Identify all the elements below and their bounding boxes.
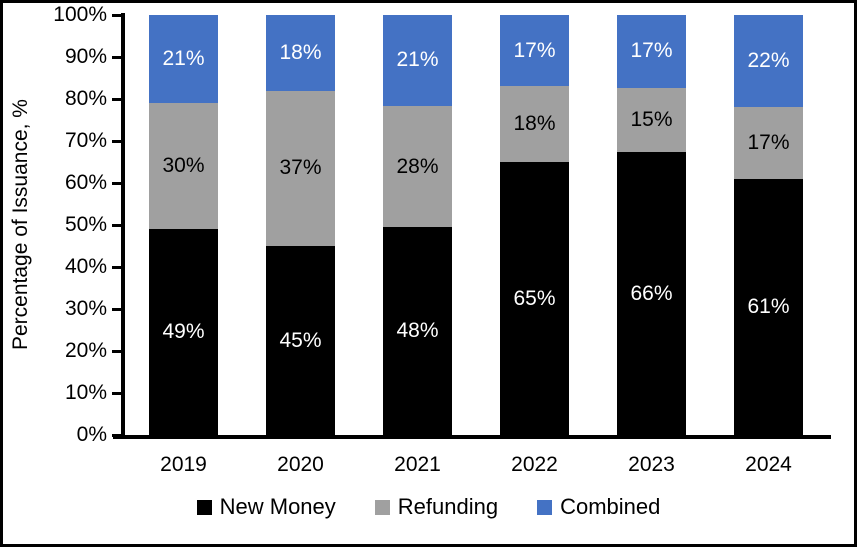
bar-2023: 17% 15% 66% [617,15,686,435]
bar-2022: 17% 18% 65% [500,15,569,435]
segment-combined: 21% [149,15,218,104]
data-label: 22% [747,49,790,73]
segment-refunding: 28% [383,105,452,228]
y-tick-mark [112,307,121,311]
x-tick-label-2021: 2021 [394,453,441,476]
y-tick-label: 40% [64,255,107,278]
y-tick-mark [112,265,121,269]
data-label: 28% [396,154,439,178]
segment-refunding: 18% [500,86,569,162]
y-tick-label: 10% [64,381,107,404]
data-label: 21% [162,47,205,71]
segment-combined: 17% [500,15,569,87]
x-tick-label-2024: 2024 [745,453,792,476]
segment-combined: 22% [734,15,803,108]
legend-swatch-icon [196,499,212,515]
y-tick-mark [112,181,121,185]
data-label: 48% [396,319,439,343]
data-label: 45% [279,328,322,352]
data-label: 49% [162,320,205,344]
y-tick-label: 80% [64,87,107,110]
x-tick-label-2019: 2019 [160,453,207,476]
legend: New Money Refunding Combined [3,494,854,520]
data-label: 21% [396,48,439,72]
y-tick-label: 70% [64,129,107,152]
data-label: 65% [513,286,556,310]
segment-refunding: 17% [734,107,803,179]
segment-new-money: 48% [383,227,452,435]
data-label: 17% [630,39,673,63]
x-axis-line [113,435,831,439]
legend-swatch-icon [537,499,553,515]
x-tick-label-2022: 2022 [511,453,558,476]
y-tick-mark [112,55,121,59]
legend-swatch-icon [374,499,390,515]
y-tick-mark [112,223,121,227]
data-label: 30% [162,154,205,178]
y-tick-label: 50% [64,213,107,236]
segment-combined: 18% [266,15,335,91]
data-label: 18% [513,112,556,136]
legend-item-new-money: New Money [196,494,336,520]
data-label: 61% [747,294,790,318]
y-tick-mark [112,13,121,17]
legend-label: Refunding [397,494,499,519]
y-tick-label: 100% [53,3,107,26]
bar-2021: 21% 28% 48% [383,15,452,435]
segment-new-money: 61% [734,178,803,435]
data-label: 18% [279,40,322,64]
data-label: 66% [630,281,673,305]
y-tick-label: 0% [76,423,107,446]
segment-new-money: 65% [500,162,569,435]
x-tick-label-2020: 2020 [277,453,324,476]
segment-combined: 17% [617,15,686,88]
x-tick-label-2023: 2023 [628,453,675,476]
segment-refunding: 15% [617,87,686,153]
y-tick-label: 30% [64,297,107,320]
bar-2024: 22% 17% 61% [734,15,803,435]
y-tick-mark [112,349,121,353]
legend-label: New Money [219,494,336,519]
legend-label: Combined [560,494,661,519]
data-label: 15% [630,108,673,132]
y-tick-label: 60% [64,171,107,194]
y-tick-mark [112,433,121,437]
y-axis-line [121,13,125,439]
segment-new-money: 45% [266,246,335,435]
segment-new-money: 66% [617,152,686,435]
bar-2019: 21% 30% 49% [149,15,218,435]
data-label: 17% [513,38,556,62]
y-tick-mark [112,391,121,395]
segment-refunding: 30% [149,103,218,230]
data-label: 17% [747,131,790,155]
segment-new-money: 49% [149,229,218,435]
segment-combined: 21% [383,15,452,106]
segment-refunding: 37% [266,90,335,246]
legend-item-refunding: Refunding [374,494,499,520]
y-tick-mark [112,139,121,143]
legend-item-combined: Combined [537,494,660,520]
bar-2020: 18% 37% 45% [266,15,335,435]
data-label: 37% [279,156,322,180]
y-tick-mark [112,97,121,101]
y-tick-label: 20% [64,339,107,362]
y-tick-label: 90% [64,45,107,68]
